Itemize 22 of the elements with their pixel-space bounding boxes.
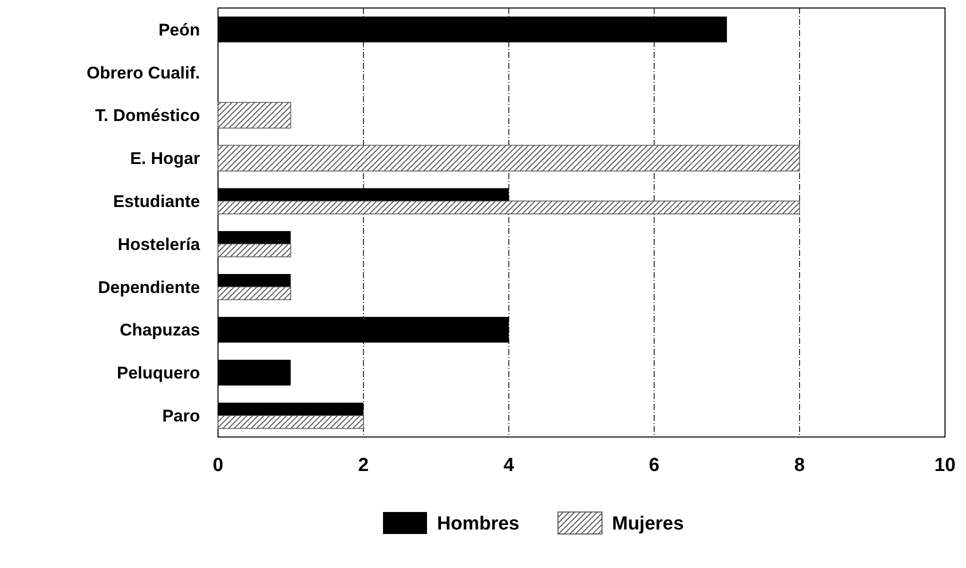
y-tick-label: T. Doméstico	[95, 106, 200, 126]
y-tick-label: Dependiente	[98, 278, 200, 297]
x-tick-label: 0	[212, 455, 224, 476]
bar	[218, 244, 292, 258]
y-tick-label: Paro	[162, 406, 200, 426]
y-tick-label: Peluquero	[116, 364, 200, 383]
y-tick-label: Obrero Cualif.	[86, 63, 200, 82]
y-tick-label: Peón	[158, 20, 200, 40]
bar	[218, 415, 364, 429]
x-tick-label: 10	[934, 455, 956, 476]
x-tick-label: 6	[648, 455, 660, 476]
bar	[218, 200, 800, 214]
x-tick-label: 2	[358, 455, 369, 476]
y-tick-label: Estudiante	[113, 192, 200, 211]
y-tick-label: E. Hogar	[130, 149, 200, 168]
y-tick-label: Hostelería	[118, 234, 201, 254]
y-tick-label: Chapuzas	[120, 320, 200, 340]
legend-label: Hombres	[437, 514, 520, 535]
x-tick-label: 4	[504, 455, 515, 476]
legend-label: Mujeres	[612, 514, 684, 535]
bar	[218, 286, 292, 300]
x-tick-label: 8	[794, 455, 805, 476]
